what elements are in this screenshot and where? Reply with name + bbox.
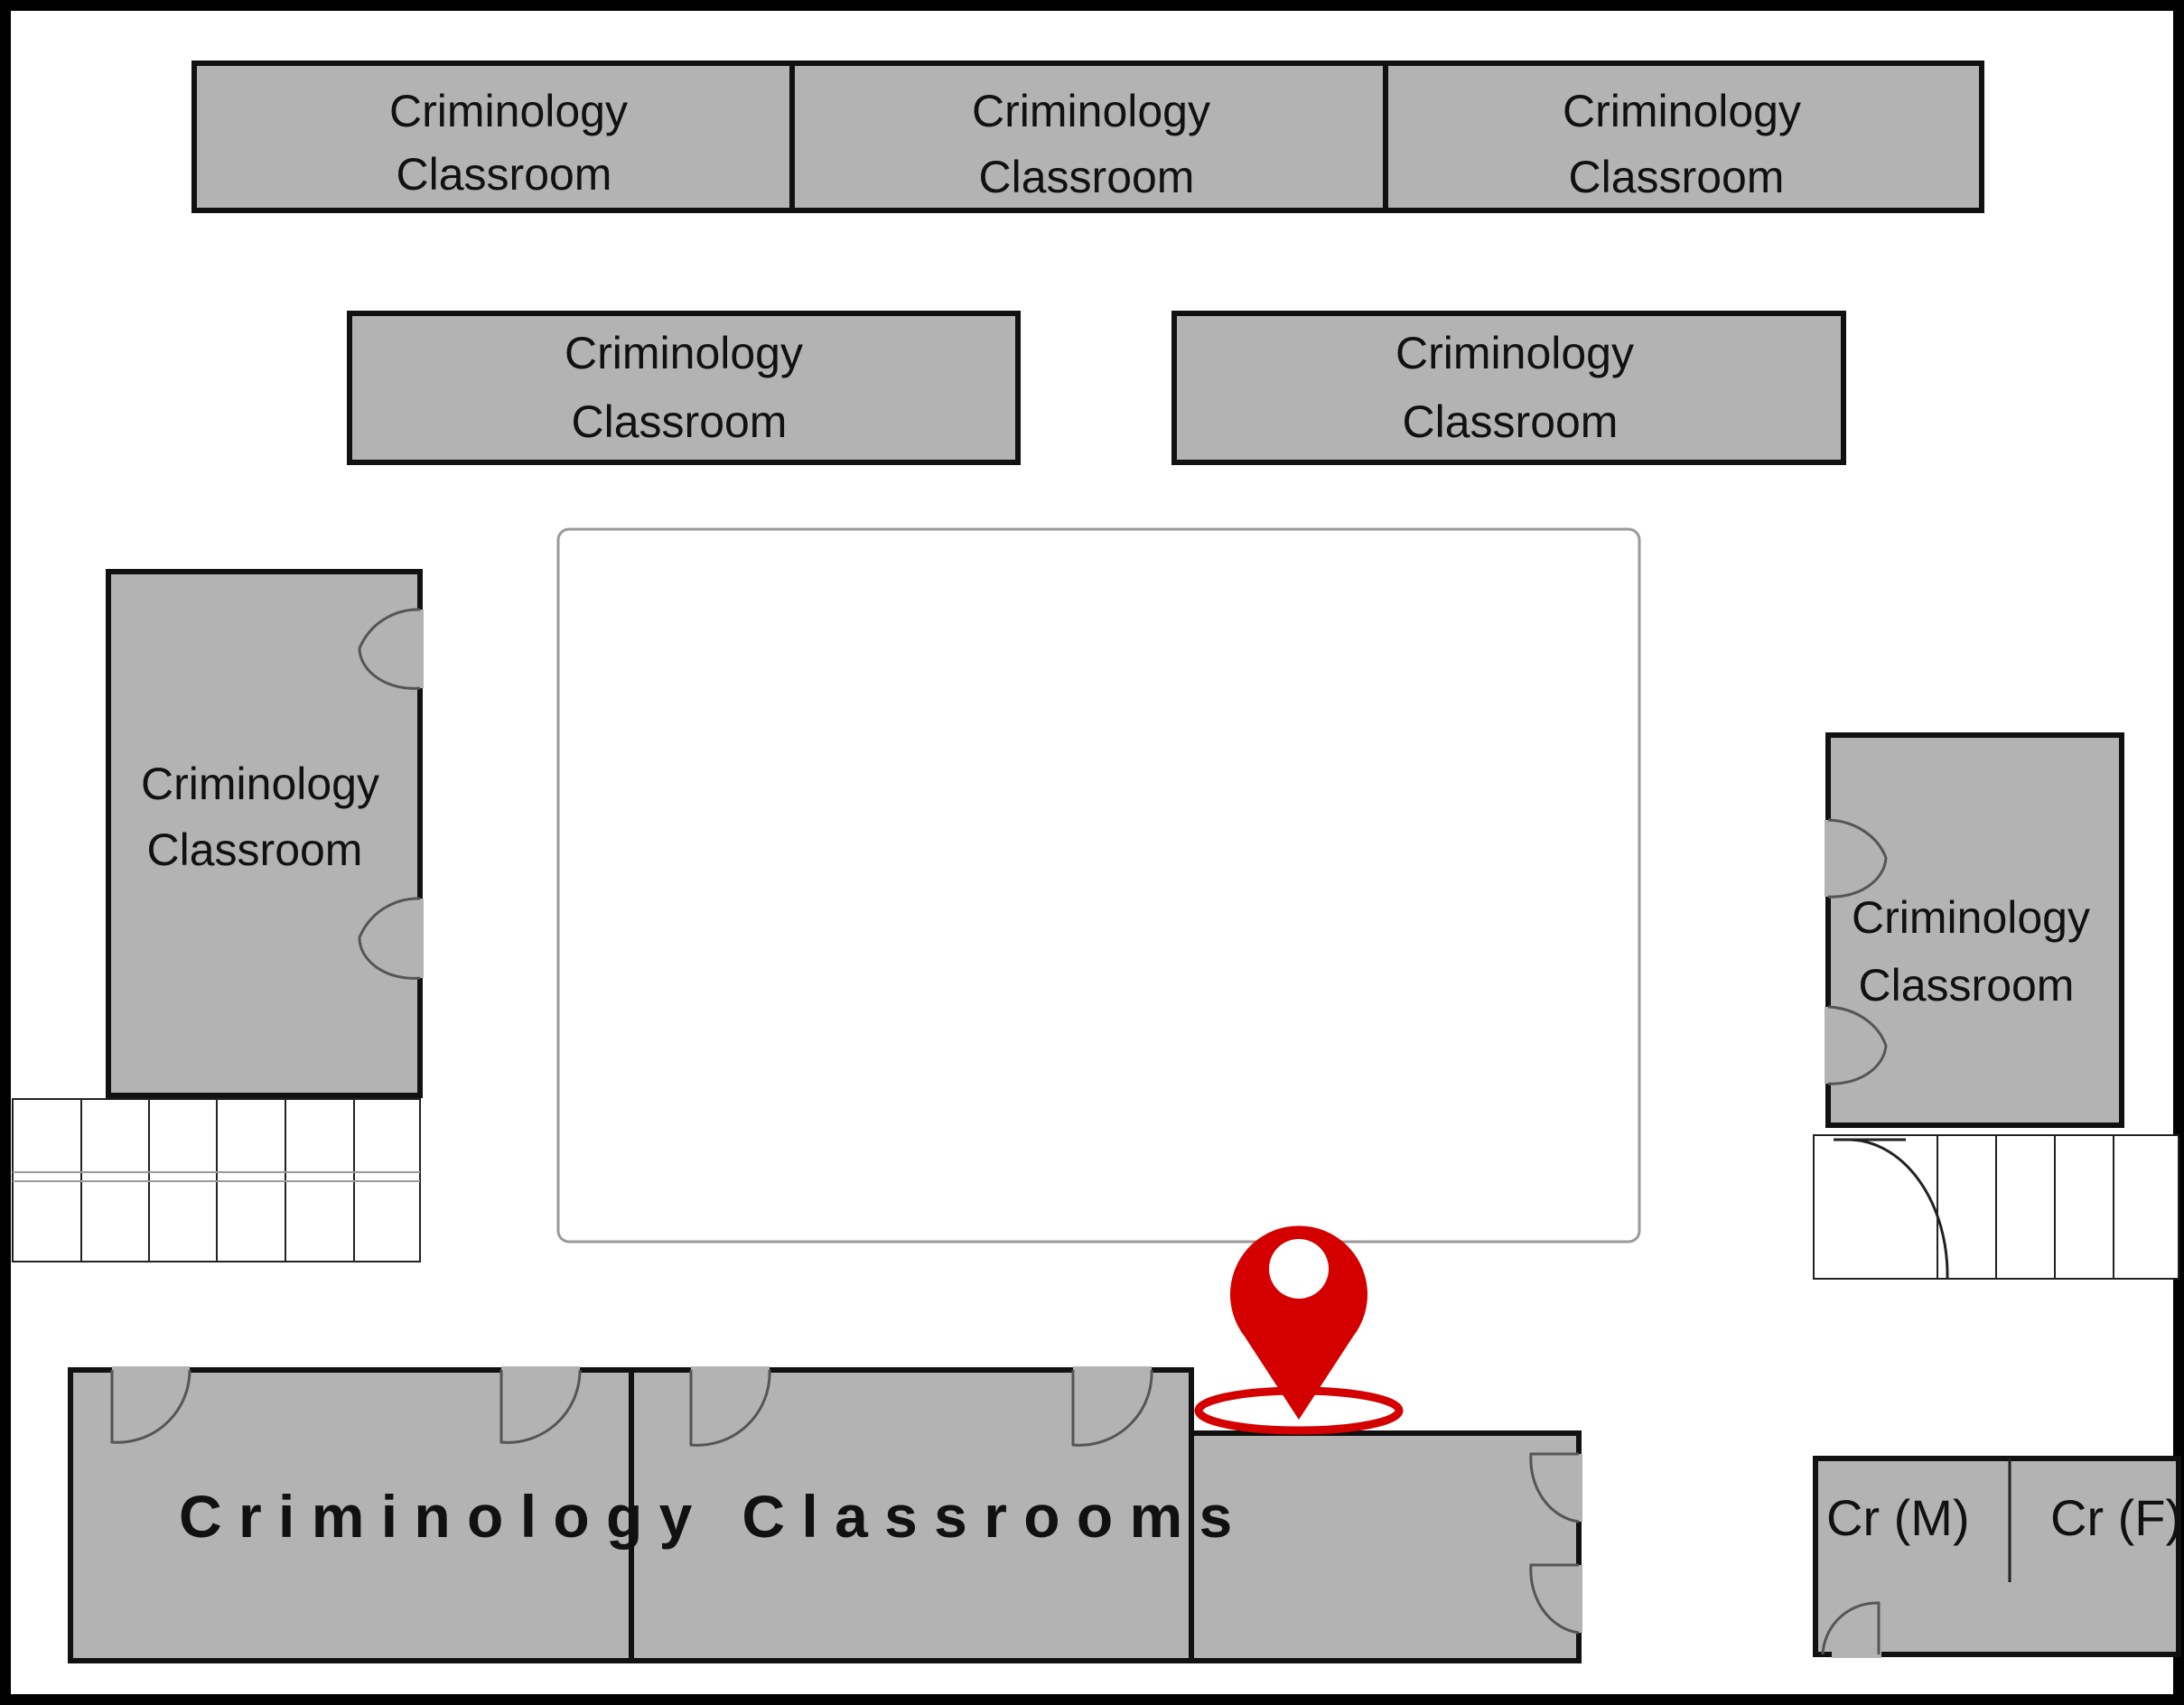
- classrooms-bottom[interactable]: C r i m i n o l o g y C l a s s r o o m …: [68, 1366, 1582, 1663]
- restroom-female-label: Cr (F): [2050, 1489, 2182, 1546]
- classroom-mid-2[interactable]: Criminology Classroom: [1171, 311, 1846, 465]
- classroom-top-3[interactable]: Criminology Classroom: [1383, 61, 1984, 213]
- room-label-line1: Criminology: [1852, 892, 2090, 943]
- room-label-line2: Classroom: [1569, 152, 1785, 202]
- stairs-left: [12, 1098, 421, 1262]
- marker-center-dot: [1269, 1239, 1329, 1299]
- room-label-line1: Criminology: [1563, 86, 1801, 136]
- room-label-line2: Classroom: [979, 152, 1195, 202]
- room-label-line1: Criminology: [972, 86, 1210, 136]
- room-label-line1: Criminology: [1395, 328, 1634, 378]
- room-label-line2: Classroom: [1859, 960, 2075, 1011]
- restroom-male-label: Cr (M): [1826, 1489, 1970, 1546]
- room-label-line1: Criminology: [389, 86, 628, 136]
- room-label-line2: Classroom: [572, 396, 788, 447]
- classroom-mid-1[interactable]: Criminology Classroom: [347, 311, 1021, 465]
- room-label-line2: Classroom: [397, 149, 612, 200]
- classroom-left[interactable]: Criminology Classroom: [106, 569, 424, 1098]
- room-label-line2: Classroom: [147, 825, 363, 875]
- room-label-line1: Criminology: [565, 328, 803, 378]
- courtyard-area: [556, 527, 1641, 1244]
- location-pin-icon[interactable]: [1194, 1225, 1404, 1435]
- restrooms[interactable]: Cr (M) Cr (F): [1813, 1456, 2182, 1658]
- room-label-line1: Criminology: [141, 759, 379, 809]
- room-label-line2: Classroom: [1403, 396, 1619, 447]
- door-arc-icon: [1846, 1138, 1949, 1280]
- classroom-top-1[interactable]: Criminology Classroom: [191, 61, 795, 213]
- classroom-right[interactable]: Criminology Classroom: [1825, 732, 2124, 1128]
- classroom-top-2[interactable]: Criminology Classroom: [789, 61, 1388, 213]
- stairs-right: [1813, 1134, 2179, 1280]
- marker-pin: [1230, 1225, 1367, 1420]
- bottom-classrooms-label: C r i m i n o l o g y C l a s s r o o m …: [179, 1483, 1232, 1550]
